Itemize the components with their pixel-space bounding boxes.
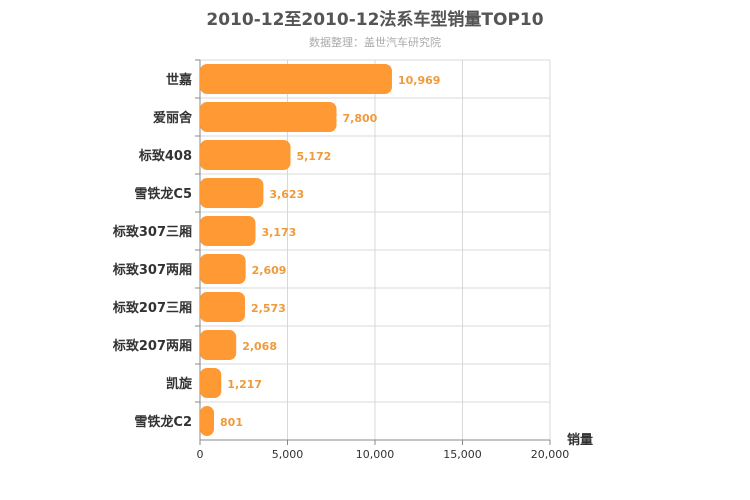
data-label: 2,573 [251, 302, 286, 315]
data-label: 7,800 [343, 112, 378, 125]
data-label: 801 [220, 416, 243, 429]
bar [200, 140, 291, 170]
data-label: 10,969 [398, 74, 440, 87]
bar [200, 216, 256, 246]
category-label: 标致307三厢 [112, 224, 192, 240]
x-tick-label: 20,000 [531, 448, 570, 461]
chart-subtitle: 数据整理：盖世汽车研究院 [309, 36, 441, 49]
labels: 0 5,000 10,000 15,000 20,000 世嘉 10,969 爱丽舍 7,800… [112, 72, 593, 461]
category-label: 爱丽舍 [153, 110, 193, 126]
bar [200, 64, 392, 94]
bar [200, 254, 246, 284]
category-label: 凯旋 [166, 376, 193, 392]
category-label: 标致307两厢 [112, 262, 192, 278]
bar [200, 406, 215, 436]
data-label: 5,172 [297, 150, 332, 163]
data-label: 2,068 [242, 340, 277, 353]
bar [200, 368, 222, 398]
bar [200, 102, 337, 132]
x-tick-label: 5,000 [272, 448, 304, 461]
bars [200, 64, 392, 436]
category-label: 雪铁龙C2 [134, 414, 192, 430]
data-label: 3,623 [269, 188, 304, 201]
bar [200, 330, 237, 360]
category-label: 世嘉 [166, 72, 192, 88]
x-tick-label: 15,000 [443, 448, 482, 461]
data-label: 2,609 [252, 264, 287, 277]
bar [200, 178, 264, 208]
category-label: 雪铁龙C5 [134, 186, 192, 202]
bar [200, 292, 246, 322]
data-label: 3,173 [262, 226, 297, 239]
category-label: 标致207两厢 [112, 338, 192, 354]
x-axis-title: 销量 [567, 432, 593, 448]
category-label: 标致207三厢 [112, 300, 192, 316]
grid [195, 59, 551, 445]
category-label: 标致408 [138, 148, 192, 164]
x-tick-label: 10,000 [356, 448, 395, 461]
chart-title: 2010-12至2010-12法系车型销量TOP10 [206, 10, 544, 30]
data-label: 1,217 [227, 378, 262, 391]
x-tick-label: 0 [197, 448, 204, 461]
